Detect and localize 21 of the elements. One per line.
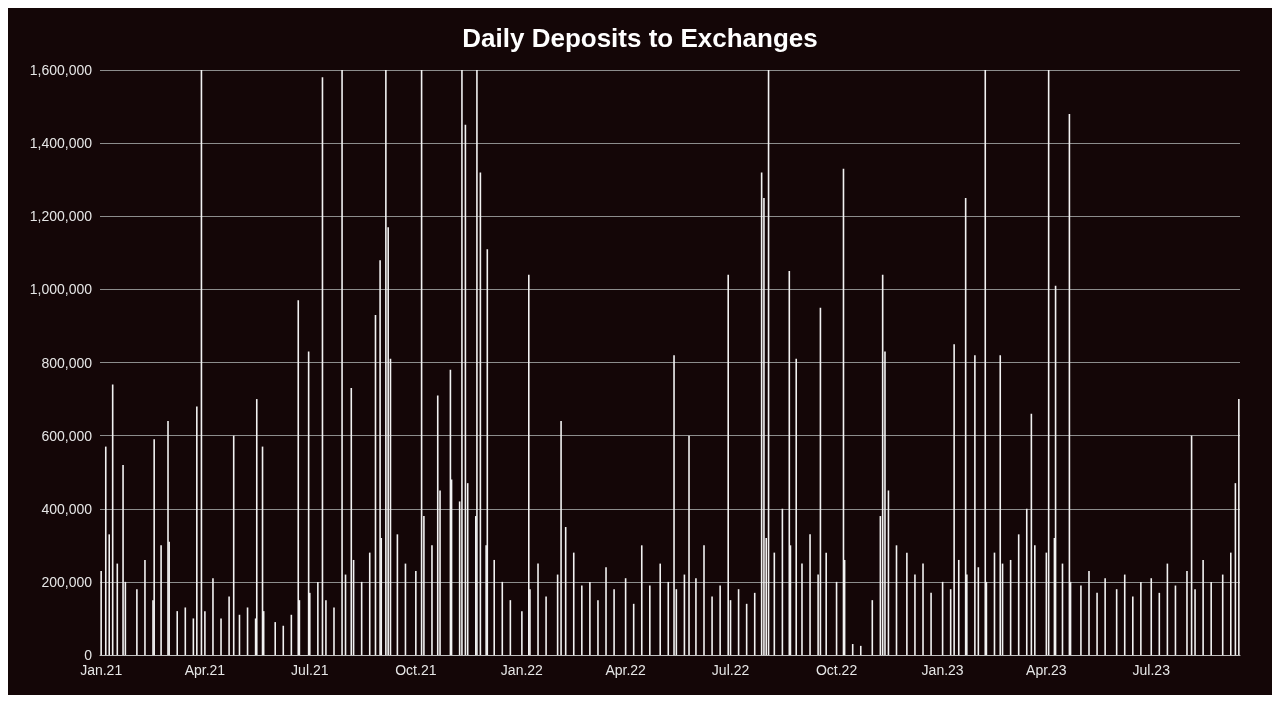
x-tick-label: Jan.21: [80, 662, 123, 678]
x-tick-label: Apr.21: [184, 662, 226, 678]
x-tick-label: Jan.23: [921, 662, 964, 678]
y-tick-label: 600,000: [41, 427, 93, 444]
x-tick-label: Jul.21: [291, 662, 329, 678]
y-tick-label: 1,200,000: [29, 208, 93, 225]
y-tick-label: 400,000: [41, 500, 93, 517]
y-tick-label: 1,600,000: [29, 62, 93, 78]
y-tick-label: 200,000: [41, 573, 93, 590]
x-tick-label: Oct.22: [815, 662, 858, 678]
x-tick-label: Jan.22: [500, 662, 544, 678]
y-tick-label: 800,000: [41, 354, 93, 371]
y-tick-label: 1,400,000: [29, 135, 93, 152]
x-tick-label: Oct.21: [395, 662, 437, 678]
x-tick-label: Apr.23: [1026, 662, 1067, 678]
x-tick-label: Jul.22: [711, 662, 750, 678]
chart-title: Daily Deposits to Exchanges: [462, 23, 818, 53]
y-tick-label: 1,000,000: [29, 281, 93, 298]
y-tick-label: 0: [84, 647, 93, 663]
x-tick-label: Apr.22: [605, 662, 647, 678]
x-tick-label: Jul.23: [1132, 662, 1171, 678]
